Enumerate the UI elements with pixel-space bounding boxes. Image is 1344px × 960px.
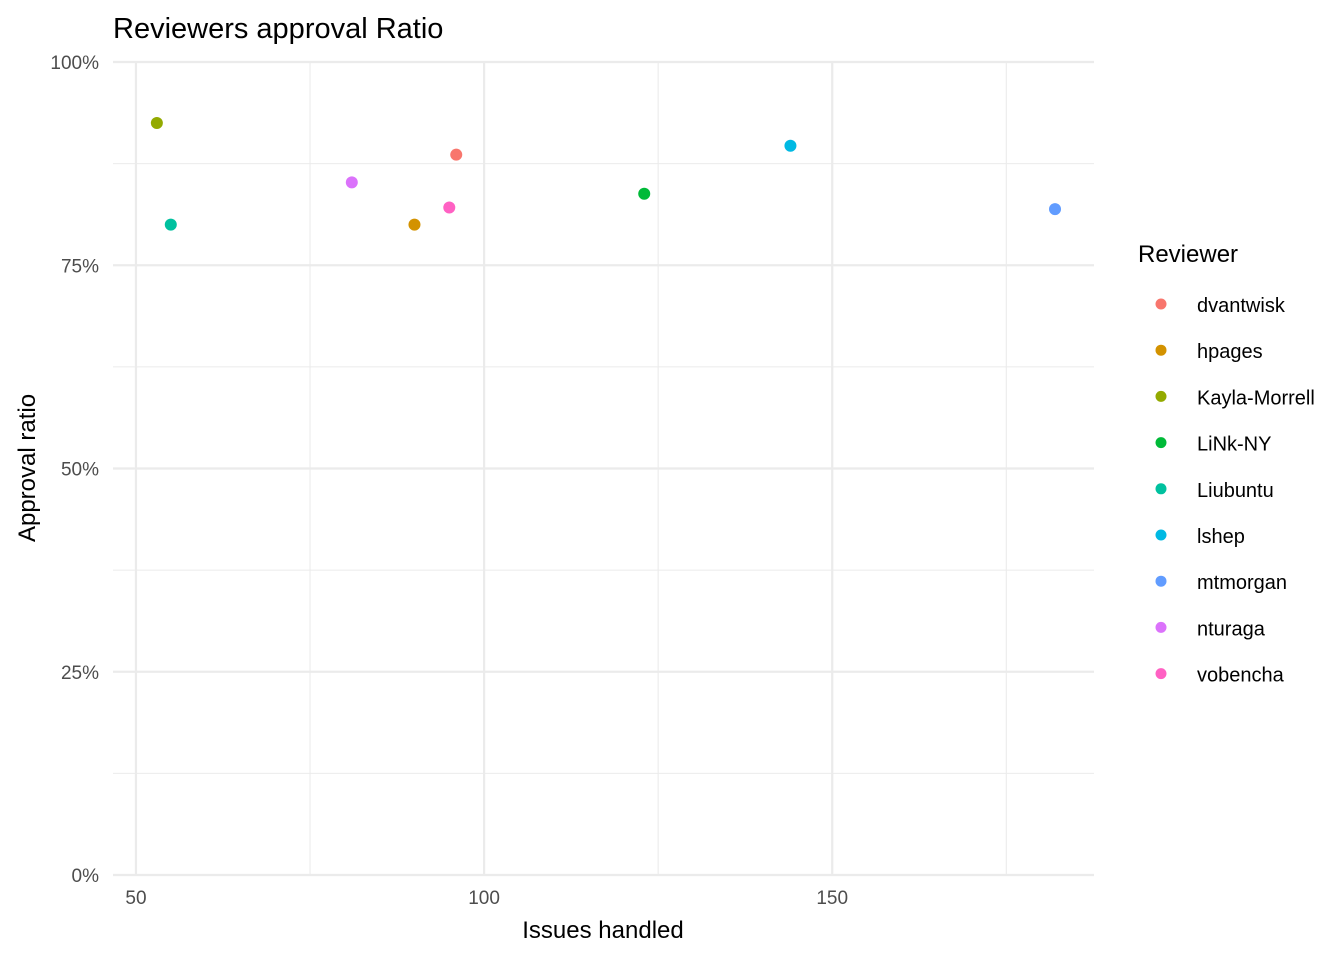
data-point-link-ny bbox=[638, 187, 651, 200]
x-tick-label: 150 bbox=[816, 888, 848, 909]
legend: Reviewer dvantwisk hpages Kayla-Morrell LiN… bbox=[1138, 241, 1315, 687]
x-axis-title: Issues handled bbox=[522, 917, 683, 944]
grid-lines bbox=[113, 60, 1094, 877]
data-point-mtmorgan bbox=[1049, 203, 1062, 216]
legend-key-mtmorgan bbox=[1155, 575, 1167, 587]
legend-label-vobencha: vobencha bbox=[1197, 665, 1285, 687]
legend-key-kayla-morrell bbox=[1155, 390, 1167, 402]
legend-key-hpages bbox=[1155, 344, 1167, 356]
legend-label-dvantwisk: dvantwisk bbox=[1197, 295, 1286, 317]
legend-label-mtmorgan: mtmorgan bbox=[1197, 572, 1287, 594]
y-tick-label: 25% bbox=[61, 663, 99, 684]
y-axis-title: Approval ratio bbox=[14, 394, 41, 542]
legend-key-link-ny bbox=[1155, 437, 1167, 449]
legend-key-liubuntu bbox=[1155, 483, 1167, 495]
data-point-lshep bbox=[784, 139, 797, 152]
legend-key-lshep bbox=[1155, 529, 1167, 541]
chart-title: Reviewers approval Ratio bbox=[113, 13, 443, 45]
x-tick-label: 50 bbox=[125, 888, 146, 909]
legend-label-nturaga: nturaga bbox=[1197, 618, 1266, 640]
data-point-dvantwisk bbox=[450, 148, 463, 161]
data-point-vobencha bbox=[443, 201, 456, 214]
data-point-liubuntu bbox=[164, 218, 177, 231]
legend-label-lshep: lshep bbox=[1197, 526, 1245, 548]
y-tick-label: 100% bbox=[50, 53, 99, 74]
y-axis-ticks: 0% 25% 50% 75% 100% bbox=[50, 53, 99, 887]
legend-title: Reviewer bbox=[1138, 241, 1238, 268]
legend-label-hpages: hpages bbox=[1197, 341, 1263, 363]
legend-key-dvantwisk bbox=[1155, 298, 1167, 310]
legend-key-nturaga bbox=[1155, 621, 1167, 633]
y-tick-label: 0% bbox=[72, 866, 100, 887]
data-point-hpages bbox=[408, 218, 421, 231]
data-point-kayla-morrell bbox=[150, 116, 163, 129]
legend-key-vobencha bbox=[1155, 668, 1167, 680]
y-tick-label: 50% bbox=[61, 460, 99, 481]
legend-label-kayla-morrell: Kayla-Morrell bbox=[1197, 387, 1315, 409]
legend-label-liubuntu: Liubuntu bbox=[1197, 480, 1274, 502]
legend-label-link-ny: LiNk-NY bbox=[1197, 434, 1271, 456]
y-tick-label: 75% bbox=[61, 256, 99, 277]
data-points bbox=[150, 116, 1062, 231]
x-axis-ticks: 50 100 150 bbox=[125, 888, 848, 909]
data-point-nturaga bbox=[345, 176, 358, 189]
legend-items: dvantwisk hpages Kayla-Morrell LiNk-NY Liubu… bbox=[1155, 295, 1315, 687]
x-tick-label: 100 bbox=[468, 888, 500, 909]
